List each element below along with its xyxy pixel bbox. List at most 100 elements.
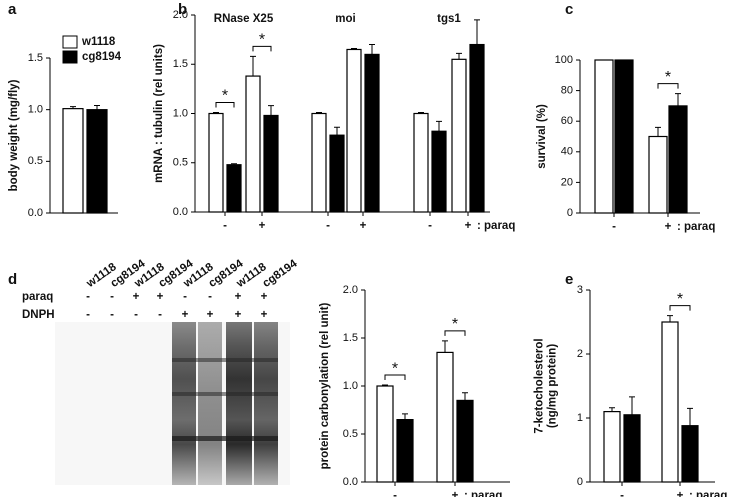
blot-row-mark: -: [183, 291, 187, 303]
bar: [431, 130, 447, 213]
significance-label: *: [665, 69, 671, 86]
y-tick-label: 0.5: [343, 428, 358, 440]
error-bar: [667, 315, 673, 322]
group-label: moi: [335, 13, 355, 25]
y-tick-label: 0: [567, 207, 573, 219]
y-tick-label: 2.0: [343, 284, 358, 296]
y-tick-label: 80: [561, 85, 573, 97]
blot-row-mark: -: [208, 291, 212, 303]
blot-lane: [172, 322, 196, 485]
y-axis-label: mRNA : tubulin (rel units): [153, 44, 165, 183]
bar: [594, 59, 614, 214]
x-tick-label: -: [620, 490, 624, 497]
bar: [226, 164, 242, 213]
error-bar: [351, 47, 357, 50]
bar: [396, 419, 414, 483]
y-axis-label: body weight (mg/fly): [8, 79, 20, 191]
blot-row-mark: -: [134, 309, 138, 321]
error-bar: [655, 126, 661, 137]
panel-letter: d: [8, 271, 17, 288]
x-tick-label: -: [612, 221, 616, 233]
error-bar: [474, 19, 480, 45]
blot-row-mark: -: [110, 309, 114, 321]
x-tick-label: +: [665, 221, 672, 233]
x-tick-label: -: [393, 490, 397, 497]
group-label: tgs1: [437, 13, 461, 25]
legend-label: w1118: [81, 36, 116, 48]
error-bar: [213, 112, 219, 114]
error-bar: [334, 126, 340, 136]
y-tick-label: 1.5: [173, 58, 188, 70]
blot-row-mark: +: [235, 309, 242, 321]
error-bar: [70, 106, 76, 109]
bar: [614, 59, 634, 214]
bar: [364, 53, 380, 213]
y-axis-label: (ng/mg protein): [547, 344, 559, 428]
blot-row-mark: +: [261, 291, 268, 303]
y-tick-label: 1.0: [173, 107, 188, 119]
y-tick-label: 1.0: [343, 380, 358, 392]
bar: [648, 135, 668, 214]
blot-row-mark: -: [86, 309, 90, 321]
y-tick-label: 0.5: [173, 157, 188, 169]
x-axis-label: : paraq: [477, 220, 515, 232]
y-tick-label: 0.0: [343, 476, 358, 488]
x-axis-label: : paraq: [689, 490, 727, 497]
bar: [668, 105, 688, 214]
legend-swatch: [62, 50, 78, 64]
panel-letter: e: [565, 271, 573, 288]
bar: [413, 112, 429, 213]
blot-row-mark: -: [86, 291, 90, 303]
error-bar: [94, 105, 100, 110]
blot-lane: [226, 322, 252, 485]
blot-row-mark: +: [182, 309, 189, 321]
bar: [456, 399, 474, 483]
blot-row-mark: +: [235, 291, 242, 303]
panel-letter: c: [565, 1, 573, 18]
significance-bracket: [252, 45, 272, 52]
bar: [603, 411, 621, 483]
x-tick-label: -: [223, 220, 227, 232]
bar: [311, 112, 327, 213]
blot-row-mark: -: [110, 291, 114, 303]
error-bar: [687, 407, 693, 426]
significance-label: *: [392, 360, 398, 377]
y-tick-label: 0.5: [28, 155, 43, 167]
x-tick-label: +: [360, 220, 367, 232]
y-axis-label: 7-ketocholesterol: [534, 338, 546, 433]
y-tick-label: 40: [561, 146, 573, 158]
error-bar: [382, 384, 388, 386]
blot-row-mark: +: [261, 309, 268, 321]
legend-swatch: [62, 35, 78, 49]
y-axis-label: survival (%): [536, 104, 548, 169]
x-tick-label: +: [465, 220, 472, 232]
y-tick-label: 3: [577, 284, 583, 296]
x-tick-label: +: [677, 490, 684, 497]
blot-row-label: DNPH: [22, 309, 55, 321]
y-tick-label: 100: [555, 54, 573, 66]
x-tick-label: +: [259, 220, 266, 232]
y-axis-label: protein carbonylation (rel unit): [319, 302, 331, 469]
bar: [263, 114, 279, 213]
blot-lane: [198, 322, 222, 485]
panel-letter: a: [8, 1, 17, 18]
y-tick-label: 2.0: [173, 9, 188, 21]
significance-bracket: [215, 102, 235, 108]
blot-band: [172, 358, 278, 362]
blot-band: [172, 436, 278, 441]
significance-bracket: [657, 83, 679, 89]
significance-bracket: [384, 374, 406, 381]
blot-lane: [254, 322, 278, 485]
blot-row-mark: +: [207, 309, 214, 321]
y-tick-label: 1.5: [28, 52, 43, 64]
y-tick-label: 1.0: [28, 104, 43, 116]
bar: [436, 351, 454, 483]
bar: [62, 108, 84, 214]
y-tick-label: 60: [561, 115, 573, 127]
y-tick-label: 20: [561, 176, 573, 188]
error-bar: [442, 340, 448, 353]
significance-bracket: [444, 330, 466, 336]
bar: [346, 48, 362, 213]
